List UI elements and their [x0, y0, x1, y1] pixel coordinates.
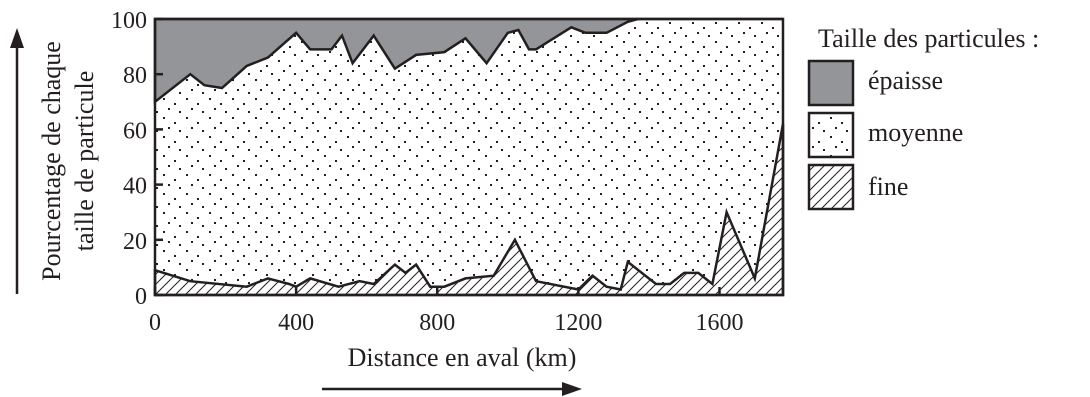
- y-tick-label: 60: [123, 118, 147, 144]
- fine-fraction-area: [153, 123, 785, 297]
- y-tick-label: 20: [123, 229, 147, 255]
- y-axis-label: Pourcentage de chaque taille de particul…: [37, 41, 99, 281]
- plot-area: [153, 17, 785, 297]
- y-tick-label: 40: [123, 174, 147, 200]
- y-direction-arrow: [10, 28, 24, 294]
- y-tick-label: 80: [123, 63, 147, 89]
- y-axis-label-line-1: Pourcentage de chaque: [37, 41, 66, 281]
- x-direction-arrow: [322, 382, 582, 396]
- coarse-fraction-area: [153, 17, 783, 105]
- legend-title: Taille des particules :: [818, 24, 1039, 53]
- legend-item-coarse: épaisse: [807, 59, 943, 107]
- legend-swatch-coarse: [807, 59, 855, 107]
- legend-item-medium: moyenne: [807, 111, 963, 159]
- legend-label-fine: fine: [868, 172, 908, 201]
- x-axis-ticks: 0 400 800 1200 1600: [149, 287, 743, 336]
- x-tick-label: 0: [149, 310, 161, 336]
- y-axis-label-line-2: taille de particule: [70, 71, 99, 251]
- legend-item-fine: fine: [807, 163, 908, 211]
- y-tick-label: 100: [111, 8, 147, 34]
- plot-frame: [153, 17, 785, 297]
- x-tick-label: 400: [278, 310, 314, 336]
- legend-swatch-medium: [807, 111, 855, 159]
- medium-fraction-area: [155, 19, 783, 295]
- legend-label-medium: moyenne: [868, 118, 963, 147]
- x-tick-label: 800: [419, 310, 455, 336]
- x-axis-label: Distance en aval (km): [348, 343, 577, 372]
- y-axis-ticks: 0 20 40 60 80 100: [111, 8, 163, 310]
- x-tick-label: 1200: [554, 310, 602, 336]
- legend-swatch-fine: [807, 163, 855, 211]
- y-tick-label: 0: [135, 284, 147, 310]
- legend-label-coarse: épaisse: [868, 66, 943, 95]
- x-tick-label: 1600: [695, 310, 743, 336]
- legend: Taille des particules : épaisse moyenne …: [807, 24, 1039, 211]
